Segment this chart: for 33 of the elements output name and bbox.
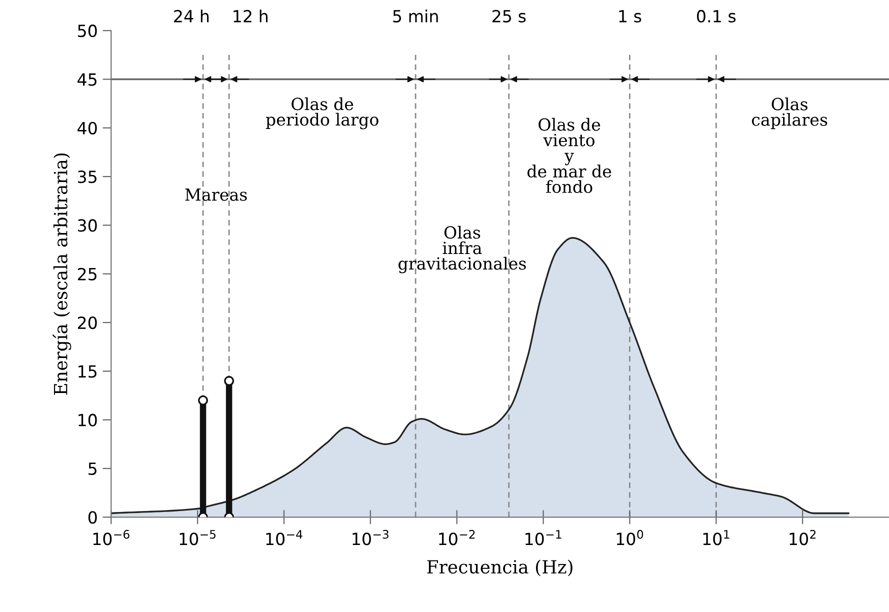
annotation: Olas de periodo largo: [266, 97, 378, 130]
ref-line-label: 5 min: [393, 10, 438, 23]
y-tick-label: 25: [78, 268, 96, 280]
x-tick-label: 10$^{1}$: [703, 530, 730, 546]
x-tick-label: 10$^{−6}$: [93, 530, 130, 546]
y-tick-label: 45: [78, 73, 96, 86]
y-axis-title: Energía (escala arbitraria): [52, 153, 72, 395]
x-tick-label: 10$^{−3}$: [352, 530, 388, 546]
y-tick-label: 40: [78, 122, 97, 134]
y-tick-label: 15: [78, 365, 96, 378]
y-tick-label: 50: [78, 24, 97, 38]
annotation: Olas capilares: [752, 98, 828, 130]
y-tick-label: 5: [88, 462, 96, 476]
ref-line-label: 12 h: [234, 10, 268, 22]
ref-line-label: 24 h: [174, 10, 209, 22]
x-axis-title: Frecuencia (Hz): [427, 560, 572, 576]
y-tick-label: 30: [78, 219, 97, 232]
x-tick-label: 10$^{0}$: [616, 530, 644, 546]
x-tick-label: 10$^{−2}$: [439, 530, 475, 546]
annotation: Olas infra gravitacionales: [398, 226, 526, 274]
ref-line-label: 0.1 s: [696, 10, 736, 23]
ref-line-label: 25 s: [492, 10, 526, 23]
x-tick-label: 10$^{−4}$: [266, 530, 302, 546]
x-tick-label: 10$^{−1}$: [526, 530, 562, 546]
y-tick-label: 20: [78, 316, 97, 330]
ref-line-label: 1 s: [619, 10, 642, 23]
y-tick-label: 35: [78, 170, 96, 184]
y-tick-label: 0: [88, 511, 97, 524]
annotation: Olas de viento y de mar de fondo: [527, 118, 612, 194]
x-tick-label: 10$^{2}$: [790, 530, 816, 546]
annotation: Mareas: [185, 188, 247, 201]
y-tick-label: 10: [78, 414, 97, 426]
x-tick-label: 10$^{−5}$: [180, 530, 216, 546]
